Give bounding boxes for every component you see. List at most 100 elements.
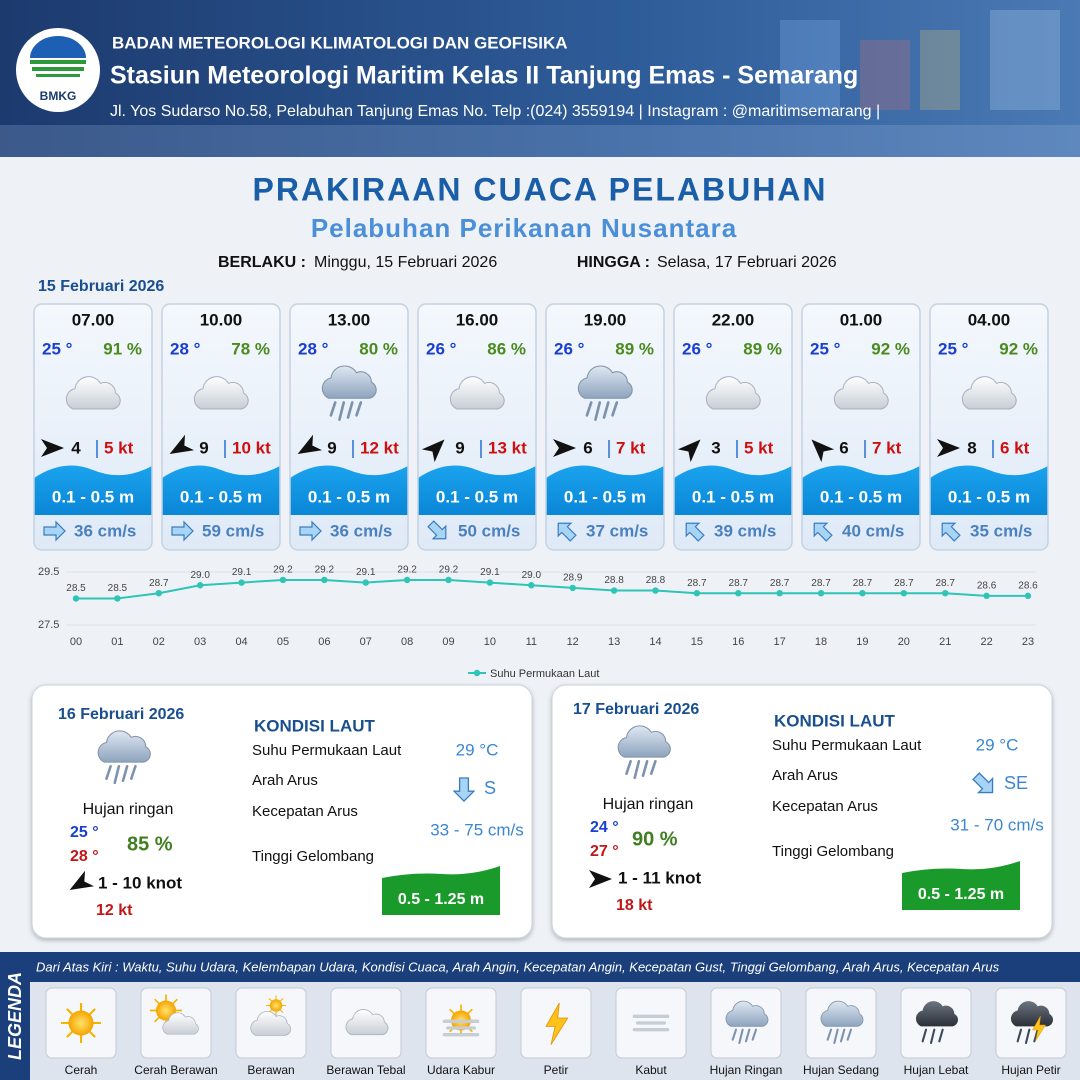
- gust-speed: 7 kt: [872, 438, 902, 457]
- day-wind: 1 - 11 knot: [618, 868, 701, 887]
- wind-arrow: [41, 439, 64, 457]
- x-tick-label: 16: [732, 636, 744, 648]
- gust-speed: 5 kt: [104, 438, 134, 457]
- legend-bar: [30, 952, 1080, 982]
- legend-label: Suhu Permukaan Laut: [490, 668, 599, 680]
- x-tick-label: 05: [277, 636, 289, 648]
- sea-current-speed: 33 - 75 cm/s: [430, 820, 524, 839]
- air-temperature: 25 °: [938, 339, 969, 358]
- forecast-card-border: [673, 303, 793, 551]
- legend-item-label: Cerah: [65, 1063, 98, 1077]
- y-tick-label: 27.5: [38, 619, 59, 631]
- gust-speed: 12 kt: [360, 438, 399, 457]
- data-label: 29.2: [397, 565, 417, 576]
- data-label: 28.5: [108, 583, 128, 594]
- wind-arrow: [169, 434, 195, 454]
- data-point: [196, 582, 204, 589]
- humidity: 91 %: [103, 339, 142, 358]
- data-point: [900, 590, 908, 597]
- wave-band: [902, 861, 1020, 910]
- sea-current-dir: SE: [1004, 773, 1028, 793]
- x-tick-label: 23: [1022, 636, 1034, 648]
- sea-label: Tinggi Gelombang: [772, 843, 894, 860]
- sea-label: Kecepatan Arus: [772, 798, 878, 815]
- forecast-time: 01.00: [840, 310, 883, 329]
- wave-height: 0.1 - 0.5 m: [52, 487, 134, 506]
- x-tick-label: 09: [442, 636, 454, 648]
- legend-item-label: Petir: [544, 1063, 569, 1077]
- data-label: 29.2: [439, 565, 459, 576]
- data-point: [486, 579, 494, 586]
- air-temperature: 26 °: [554, 339, 585, 358]
- x-tick-label: 14: [649, 636, 661, 648]
- wind-arrow: [421, 439, 445, 463]
- forecast-card-border: [929, 303, 1049, 551]
- legend-marker: [473, 669, 481, 677]
- x-tick-label: 18: [815, 636, 827, 648]
- data-label: 28.7: [811, 578, 831, 589]
- forecast-time: 19.00: [584, 310, 627, 329]
- gust-speed: 7 kt: [616, 438, 646, 457]
- sea-sst: 29 °C: [976, 735, 1019, 754]
- day-humidity: 90 %: [632, 828, 678, 850]
- data-point: [817, 590, 825, 597]
- current-arrow: [299, 520, 322, 542]
- wind-speed: 6: [583, 438, 592, 457]
- current-arrow: [427, 520, 447, 540]
- forecast-card-border: [33, 303, 153, 551]
- wind-speed: 6: [839, 438, 848, 457]
- data-point: [942, 590, 949, 597]
- data-point: [238, 579, 245, 586]
- gust-speed: 5 kt: [744, 438, 774, 457]
- current-speed: 40 cm/s: [842, 521, 904, 540]
- data-point: [652, 587, 659, 594]
- day-temp-min: 25 °: [70, 824, 99, 841]
- air-temperature: 26 °: [426, 339, 457, 358]
- air-temperature: 26 °: [682, 339, 713, 358]
- header-band: [0, 0, 1080, 157]
- data-point: [114, 595, 121, 602]
- sea-label: Suhu Permukaan Laut: [772, 737, 922, 754]
- x-tick-label: 20: [898, 636, 910, 648]
- day-gust: 18 kt: [616, 897, 653, 914]
- data-label: 28.7: [853, 578, 873, 589]
- data-point: [735, 590, 742, 597]
- legend-item-label: Hujan Petir: [1001, 1063, 1060, 1077]
- legend-item-label: Berawan: [247, 1063, 294, 1077]
- legend-item-label: Hujan Sedang: [803, 1063, 879, 1077]
- valid-to-label: HINGGA :: [577, 254, 650, 271]
- data-label: 29.1: [356, 567, 376, 578]
- day-temp-max: 28 °: [70, 848, 99, 865]
- data-point: [362, 579, 369, 586]
- wave-height: 0.1 - 0.5 m: [820, 487, 902, 506]
- current-arrow: [813, 522, 833, 542]
- station-name: Stasiun Meteorologi Maritim Kelas II Tan…: [110, 62, 858, 90]
- wind-speed: 9: [455, 438, 464, 457]
- data-label: 28.9: [563, 573, 583, 584]
- humidity: 86 %: [487, 339, 526, 358]
- sea-wave: 0.5 - 1.25 m: [398, 891, 484, 908]
- current-arrow: [972, 772, 994, 794]
- air-temperature: 25 °: [42, 339, 73, 358]
- humidity: 78 %: [231, 339, 270, 358]
- wave-band: [290, 465, 408, 515]
- x-tick-label: 02: [153, 636, 165, 648]
- line-series: [76, 578, 1028, 600]
- sea-label: Kecepatan Arus: [252, 803, 358, 820]
- valid-to: Selasa, 17 Februari 2026: [657, 254, 837, 271]
- humidity: 89 %: [743, 339, 782, 358]
- forecast-time: 16.00: [456, 310, 499, 329]
- data-label: 28.7: [894, 578, 914, 589]
- sea-title: KONDISI LAUT: [254, 716, 376, 735]
- forecast-time: 04.00: [968, 310, 1011, 329]
- valid-from: Minggu, 15 Februari 2026: [314, 254, 497, 271]
- forecast-card-border: [289, 303, 409, 551]
- data-label: 28.6: [977, 580, 997, 591]
- humidity: 92 %: [871, 339, 910, 358]
- x-tick-label: 19: [856, 636, 868, 648]
- forecast-time: 07.00: [72, 310, 115, 329]
- gust-speed: 13 kt: [488, 438, 527, 457]
- wave-height: 0.1 - 0.5 m: [564, 487, 646, 506]
- page-subtitle: Pelabuhan Perikanan Nusantara: [311, 213, 737, 243]
- data-point: [403, 576, 411, 584]
